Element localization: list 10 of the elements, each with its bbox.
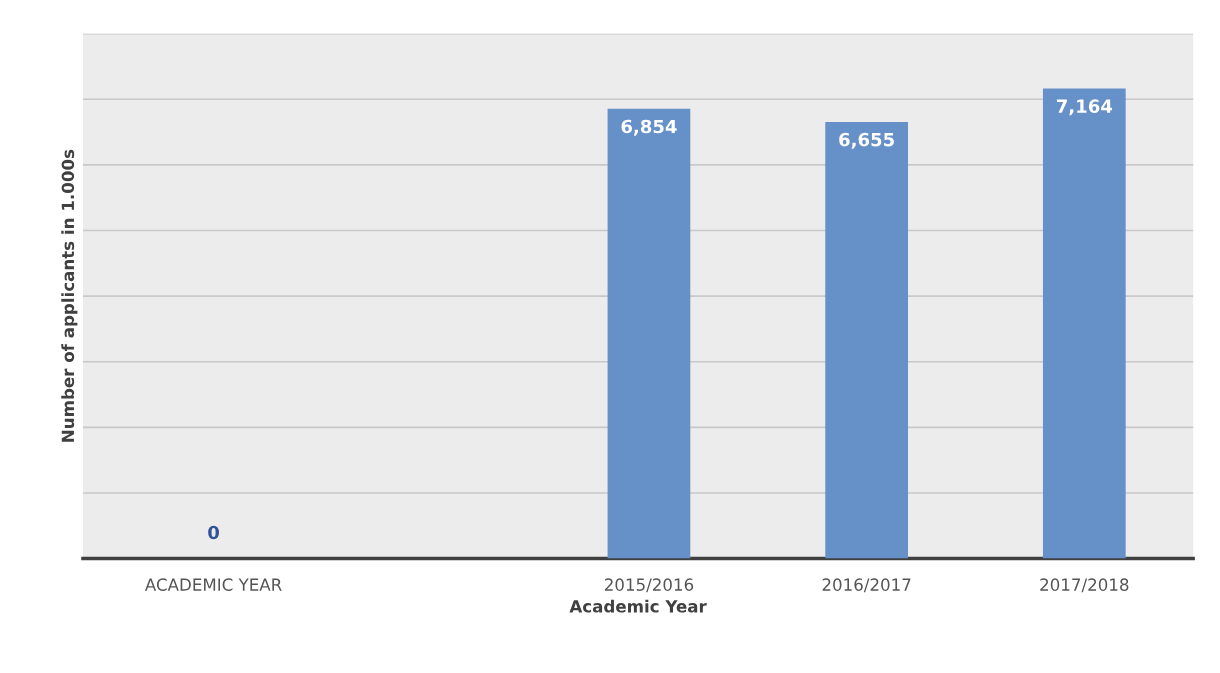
data-label: 0	[208, 525, 219, 540]
data-label: 6,655	[839, 132, 894, 149]
x-tick-label: 2015/2016	[604, 578, 694, 593]
x-tick-label: ACADEMIC YEAR	[144, 578, 282, 591]
x-tick-label: 2016/2017	[822, 578, 911, 593]
x-tick-label: 2017/2018	[1040, 578, 1129, 593]
data-label: 6,854	[621, 119, 677, 136]
data-label: 7,164	[1056, 99, 1113, 116]
y-axis-title: Number of applicants in 1.000s	[61, 149, 78, 442]
x-axis-title: Academic Year	[569, 599, 707, 613]
